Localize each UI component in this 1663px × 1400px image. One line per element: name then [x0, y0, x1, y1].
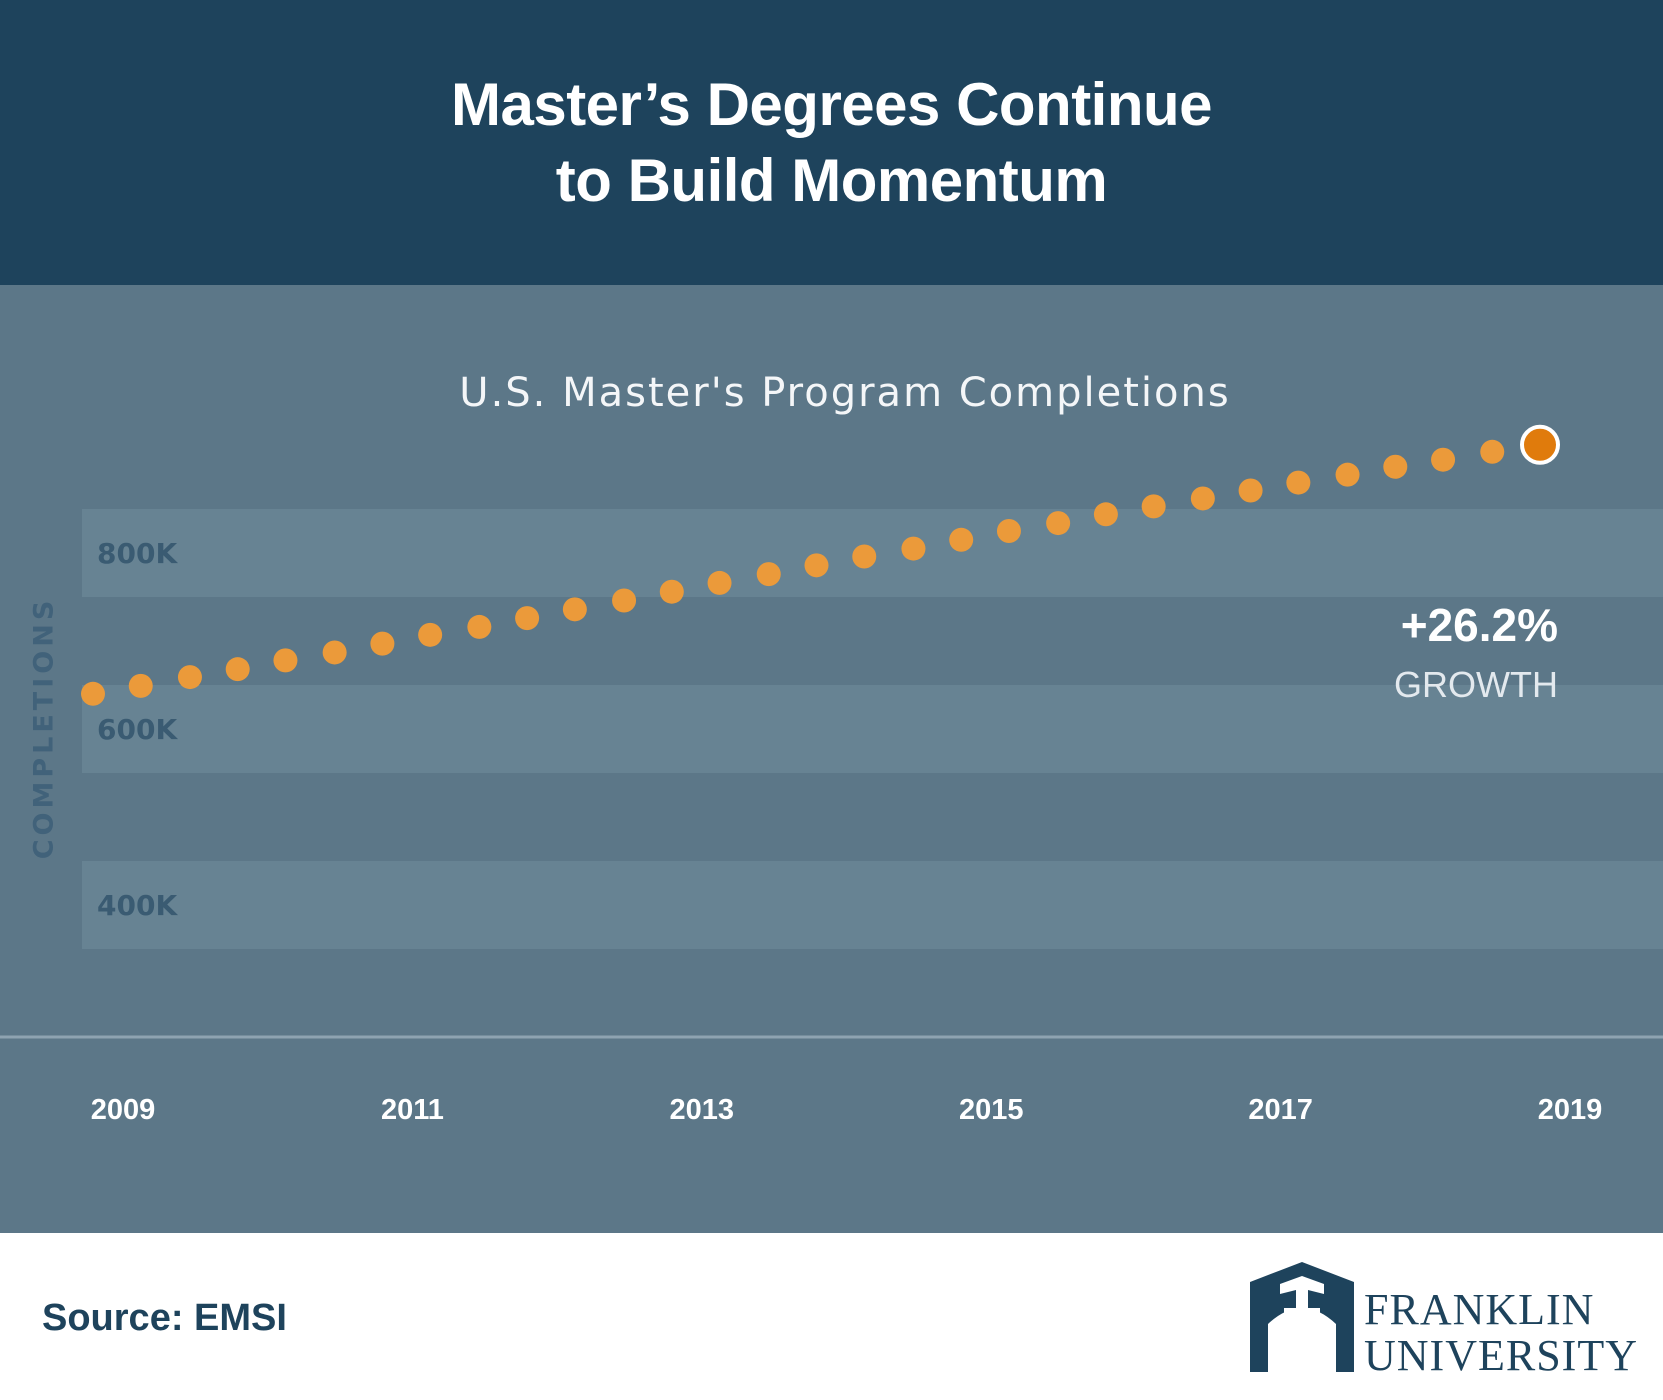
data-point: [177, 665, 202, 690]
grid-band-1: [82, 685, 1663, 773]
data-point: [515, 606, 540, 631]
x-tick-label: 2015: [959, 1094, 1024, 1126]
data-point: [467, 614, 492, 639]
data-point: [273, 648, 298, 673]
data-point: [1335, 462, 1360, 487]
y-tick-labels: 800K 600K 400K: [97, 537, 178, 922]
logo-line-2: UNIVERSITY: [1364, 1331, 1638, 1380]
growth-label: GROWTH: [1394, 664, 1558, 705]
page-title-line-1: Master’s Degrees Continue: [450, 70, 1213, 138]
logo-wordmark: FRANKLIN UNIVERSITY: [1364, 1285, 1638, 1380]
data-point: [418, 622, 443, 647]
data-point: [949, 527, 974, 552]
header-banner: Master’s Degrees Continue to Build Momen…: [0, 0, 1663, 285]
data-point: [659, 579, 684, 604]
data-point: [901, 536, 926, 561]
data-point: [1046, 511, 1071, 536]
data-point: [128, 673, 153, 698]
data-point: [707, 570, 732, 595]
x-tick-labels: 2009 2011 2013 2015 2017 2019: [91, 1094, 1603, 1126]
grid-band-2: [82, 861, 1663, 949]
footer: [0, 1233, 1663, 1400]
x-tick-label: 2009: [91, 1094, 156, 1126]
data-point-highlight: [1520, 424, 1560, 465]
data-point: [1480, 439, 1505, 464]
logo-line-1: FRANKLIN: [1364, 1285, 1595, 1334]
y-tick-label: 400K: [97, 889, 178, 922]
data-point: [1141, 494, 1166, 519]
data-points: [81, 424, 1560, 706]
data-point: [756, 562, 781, 587]
data-point: [1093, 502, 1118, 527]
data-point: [1190, 486, 1215, 511]
data-point: [322, 640, 347, 665]
data-point: [612, 588, 637, 613]
data-point: [562, 597, 587, 622]
chart-canvas: 800K 600K 400K 2009 2011 2013 2015 2017 2019: [0, 424, 1663, 1126]
data-point: [1383, 454, 1408, 479]
growth-value: +26.2%: [1400, 599, 1558, 651]
page-title-line-2: to Build Momentum: [555, 146, 1108, 214]
data-point: [1431, 447, 1456, 472]
data-point: [804, 553, 829, 578]
grid-bands: [82, 509, 1663, 949]
franklin-logo-icon: [1250, 1262, 1354, 1372]
y-tick-label: 600K: [97, 713, 178, 746]
x-tick-label: 2013: [670, 1094, 735, 1126]
data-point: [81, 681, 105, 706]
chart-title: U.S. Master's Program Completions: [459, 370, 1231, 416]
y-axis-label: COMPLETIONS: [28, 596, 60, 860]
data-point: [852, 544, 877, 569]
x-tick-label: 2017: [1248, 1094, 1313, 1126]
x-tick-label: 2019: [1538, 1094, 1603, 1126]
data-point: [996, 519, 1021, 543]
data-point: [1286, 470, 1311, 495]
y-tick-label: 800K: [97, 537, 178, 570]
x-tick-label: 2011: [381, 1094, 444, 1126]
data-point: [225, 657, 250, 682]
data-point: [1238, 478, 1263, 503]
source-note: Source: EMSI: [42, 1297, 287, 1339]
data-point: [370, 631, 395, 656]
